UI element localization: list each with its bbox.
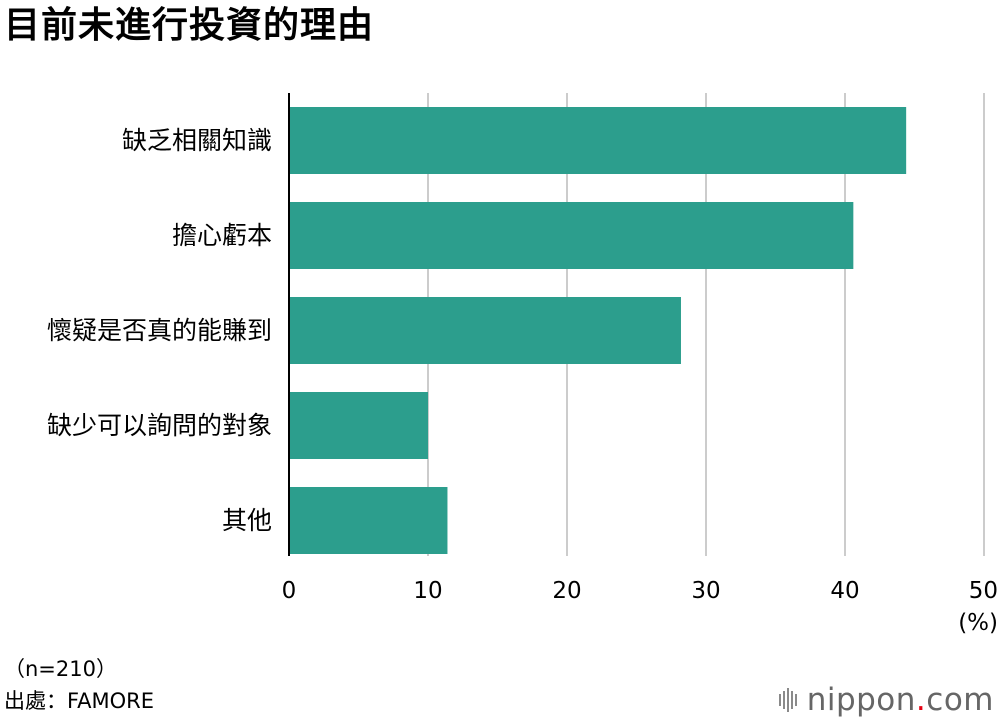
logo-dot: . — [915, 682, 927, 718]
x-tick-label: 0 — [282, 578, 297, 604]
x-tick-label: 50 — [969, 578, 998, 604]
logo-name: nippon — [806, 682, 916, 718]
source-note: 出處：FAMORE — [4, 689, 155, 713]
category-label: 其他 — [222, 506, 272, 535]
x-tick-label: 30 — [691, 578, 720, 604]
x-tick-label: 40 — [830, 578, 859, 604]
logo-suffix: com — [926, 682, 994, 718]
chart-title: 目前未進行投資的理由 — [4, 5, 375, 46]
bar — [289, 392, 428, 459]
bar — [289, 202, 854, 269]
x-tick-labels: 0 10 20 30 40 50 — [282, 578, 998, 604]
category-label: 擔心虧本 — [172, 221, 272, 250]
unit-label: (%) — [958, 610, 998, 636]
bar — [289, 297, 681, 364]
x-tick-label: 20 — [552, 578, 581, 604]
bars — [289, 107, 907, 554]
bar — [289, 487, 448, 554]
category-label: 懷疑是否真的能賺到 — [47, 316, 272, 345]
bar — [289, 107, 907, 174]
x-tick-label: 10 — [413, 578, 442, 604]
category-label: 缺乏相關知識 — [122, 126, 272, 155]
sample-size-note: （n=210） — [4, 657, 117, 681]
logo-mark-icon — [778, 688, 797, 712]
nippon-logo: nippon. com — [778, 680, 994, 720]
category-label: 缺少可以詢問的對象 — [47, 411, 272, 440]
